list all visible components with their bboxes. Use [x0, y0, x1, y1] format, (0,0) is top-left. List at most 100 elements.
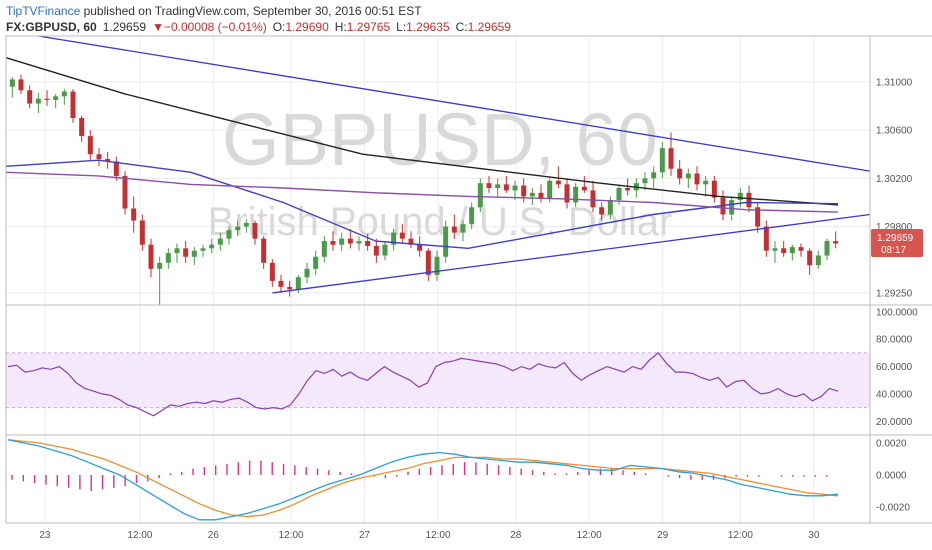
close-value: 1.29659: [468, 20, 512, 34]
watermark-symbol: GBPUSD, 60: [222, 98, 658, 181]
brand-link[interactable]: TipTVFinance: [6, 4, 81, 18]
candle-body: [399, 232, 405, 239]
price-change: ▼−0.00008 (−0.01%): [152, 20, 267, 34]
candle-body: [755, 207, 761, 227]
price-tick-label: 1.30200: [876, 174, 913, 185]
candle-body: [61, 91, 67, 97]
price-badge-countdown: 08:17: [881, 245, 906, 256]
candle-body: [425, 250, 431, 275]
candle-body: [616, 187, 622, 201]
candle-body: [486, 183, 492, 188]
candle-body: [261, 238, 267, 263]
candle-body: [737, 192, 743, 201]
candle-body: [174, 248, 180, 254]
rsi-tick-label: 100.0000: [876, 307, 918, 318]
time-tick-label: 30: [808, 530, 820, 541]
price-tick-label: 1.29250: [876, 288, 913, 299]
time-tick-label: 28: [510, 530, 522, 541]
candle-body: [529, 192, 535, 197]
candle-body: [18, 79, 24, 91]
candle-body: [677, 168, 683, 179]
candle-body: [113, 161, 119, 176]
candle-body: [269, 262, 275, 281]
candle-body: [668, 148, 674, 169]
open-value: 1.29690: [285, 20, 329, 34]
candle-body: [807, 250, 813, 266]
high-label: H:: [335, 20, 347, 34]
moving-average-line: [5, 57, 839, 206]
candle-body: [815, 255, 821, 266]
candle-body: [599, 207, 605, 215]
signal-line: [7, 439, 839, 518]
candle-body: [287, 286, 293, 290]
price-tick-label: 1.31000: [876, 77, 913, 88]
candle-body: [235, 226, 241, 231]
candle-body: [469, 207, 475, 225]
candle-body: [278, 280, 284, 287]
candle-body: [356, 241, 362, 244]
high-value: 1.29765: [347, 20, 391, 34]
trendline: [272, 213, 871, 294]
rsi-line: [7, 352, 839, 417]
candle-body: [157, 262, 163, 269]
candle-body: [590, 190, 596, 208]
moving-average-line: [5, 159, 839, 250]
macd-line: [7, 439, 839, 521]
moving-average-line: [5, 171, 839, 213]
time-tick-label: 12:00: [728, 530, 753, 541]
macd-tick-label: 0.0000: [876, 471, 907, 482]
candle-body: [391, 232, 397, 245]
candle-body: [217, 238, 223, 245]
candle-body: [148, 244, 154, 269]
symbol-line[interactable]: FX:GBPUSD, 60: [6, 20, 97, 34]
candle-body: [339, 238, 345, 245]
candle-body: [451, 226, 457, 233]
candle-body: [27, 90, 33, 104]
candle-body: [547, 180, 553, 199]
candle-body: [824, 241, 830, 256]
candle-body: [122, 175, 128, 209]
candle-body: [200, 248, 206, 251]
candle-body: [789, 247, 795, 254]
candle-body: [330, 241, 336, 245]
candle-body: [313, 256, 319, 269]
candle-body: [434, 256, 440, 275]
price-badge: 1.29659 08:17: [871, 229, 923, 257]
candle-body: [165, 253, 171, 263]
candle-body: [781, 248, 787, 254]
rsi-tick-label: 60.0000: [876, 362, 913, 373]
header-line-1: TipTVFinance published on TradingView.co…: [6, 4, 422, 18]
candle-body: [295, 277, 301, 290]
candle-body: [226, 230, 232, 239]
rsi-tick-label: 20.0000: [876, 417, 913, 428]
candle-body: [382, 244, 388, 256]
candle-body: [573, 186, 579, 203]
open-label: O:: [273, 20, 286, 34]
candle-body: [365, 241, 371, 246]
published-text: published on TradingView.com, September …: [80, 4, 422, 18]
candle-body: [252, 222, 258, 239]
macd-tick-label: 0.0020: [876, 439, 907, 450]
axis-layer: 1.31000 1.30600 1.30200 1.29800 1.29250 23 12:…: [39, 77, 918, 541]
candle-body: [642, 178, 648, 184]
candle-body: [798, 247, 804, 251]
candle-body: [35, 98, 41, 104]
candle-body: [729, 200, 735, 215]
last-price: 1.29659: [103, 20, 147, 34]
low-value: 1.29635: [406, 20, 450, 34]
time-tick-label: 12:00: [127, 530, 152, 541]
candle-body: [538, 192, 544, 199]
candle-body: [321, 241, 327, 257]
close-label: C:: [456, 20, 468, 34]
grid: [6, 36, 870, 523]
candle-body: [503, 184, 509, 191]
macd-layer: [7, 439, 839, 521]
candle-body: [833, 241, 839, 244]
candle-body: [477, 183, 483, 208]
rsi-tick-label: 40.0000: [876, 389, 913, 400]
rsi-tick-label: 80.0000: [876, 335, 913, 346]
price-tick-label: 1.30600: [876, 126, 913, 137]
time-tick-label: 12:00: [425, 530, 450, 541]
